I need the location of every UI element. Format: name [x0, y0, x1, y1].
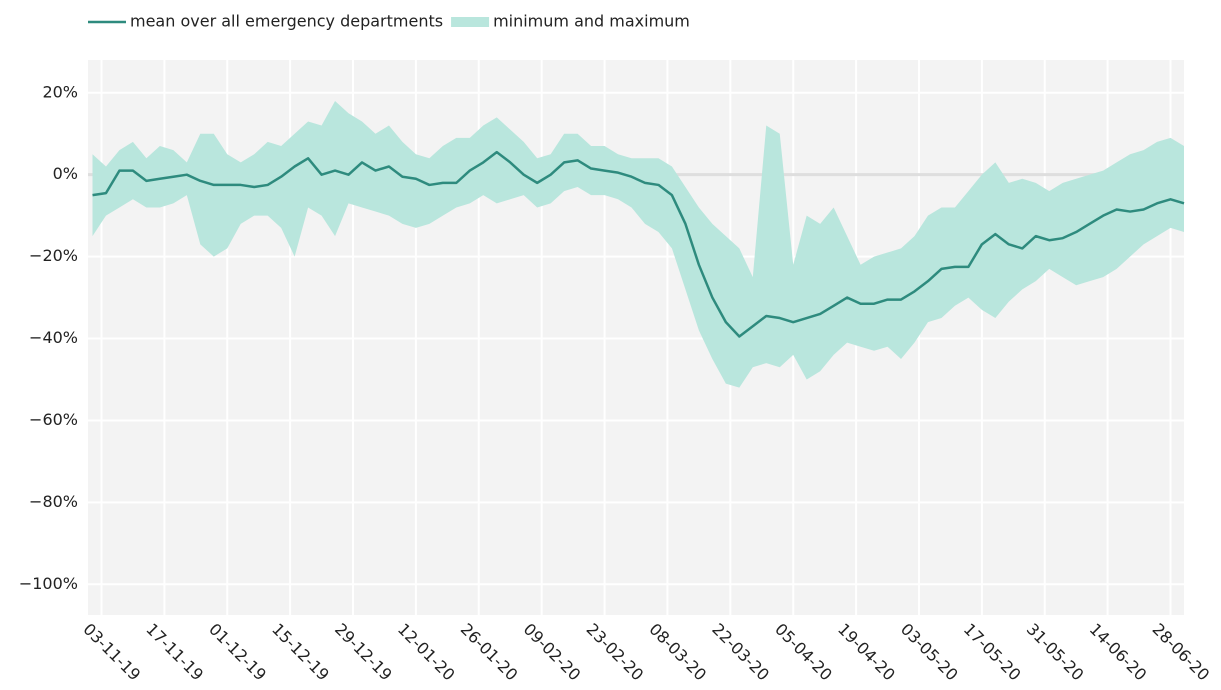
x-tick-label: 15-12-19: [268, 620, 333, 685]
y-tick-label: −20%: [29, 246, 78, 265]
x-tick-label: 19-04-20: [834, 620, 899, 685]
y-tick-label: −60%: [29, 410, 78, 429]
x-tick-label: 12-01-20: [394, 620, 459, 685]
x-tick-label: 29-12-19: [331, 620, 396, 685]
x-tick-label: 09-02-20: [520, 620, 585, 685]
x-tick-label: 23-02-20: [583, 620, 648, 685]
x-tick-label: 17-05-20: [960, 620, 1025, 685]
legend-label: minimum and maximum: [493, 12, 690, 31]
mean-line: [92, 150, 1185, 338]
min-max-band: [92, 100, 1184, 388]
y-tick-label: 20%: [42, 82, 78, 101]
y-tick-label: −80%: [29, 492, 78, 511]
x-tick-label: 22-03-20: [708, 620, 773, 685]
x-tick-label: 17-11-19: [142, 620, 207, 685]
x-tick-label: 26-01-20: [457, 620, 522, 685]
x-tick-label: 08-03-20: [645, 620, 710, 685]
x-tick-label: 03-11-19: [79, 620, 144, 685]
y-tick-label: −100%: [19, 574, 78, 593]
y-tick-label: 0%: [53, 164, 78, 183]
x-tick-label: 01-12-19: [205, 620, 270, 685]
legend-label: mean over all emergency departments: [130, 12, 443, 31]
x-tick-label: 28-06-20: [1149, 620, 1214, 685]
y-tick-label: −40%: [29, 328, 78, 347]
plot-background: [88, 60, 1184, 615]
x-tick-label: 05-04-20: [771, 620, 836, 685]
x-tick-label: 03-05-20: [897, 620, 962, 685]
legend-swatch: [451, 17, 490, 27]
x-tick-label: 31-05-20: [1023, 620, 1088, 685]
x-tick-label: 14-06-20: [1086, 620, 1151, 685]
